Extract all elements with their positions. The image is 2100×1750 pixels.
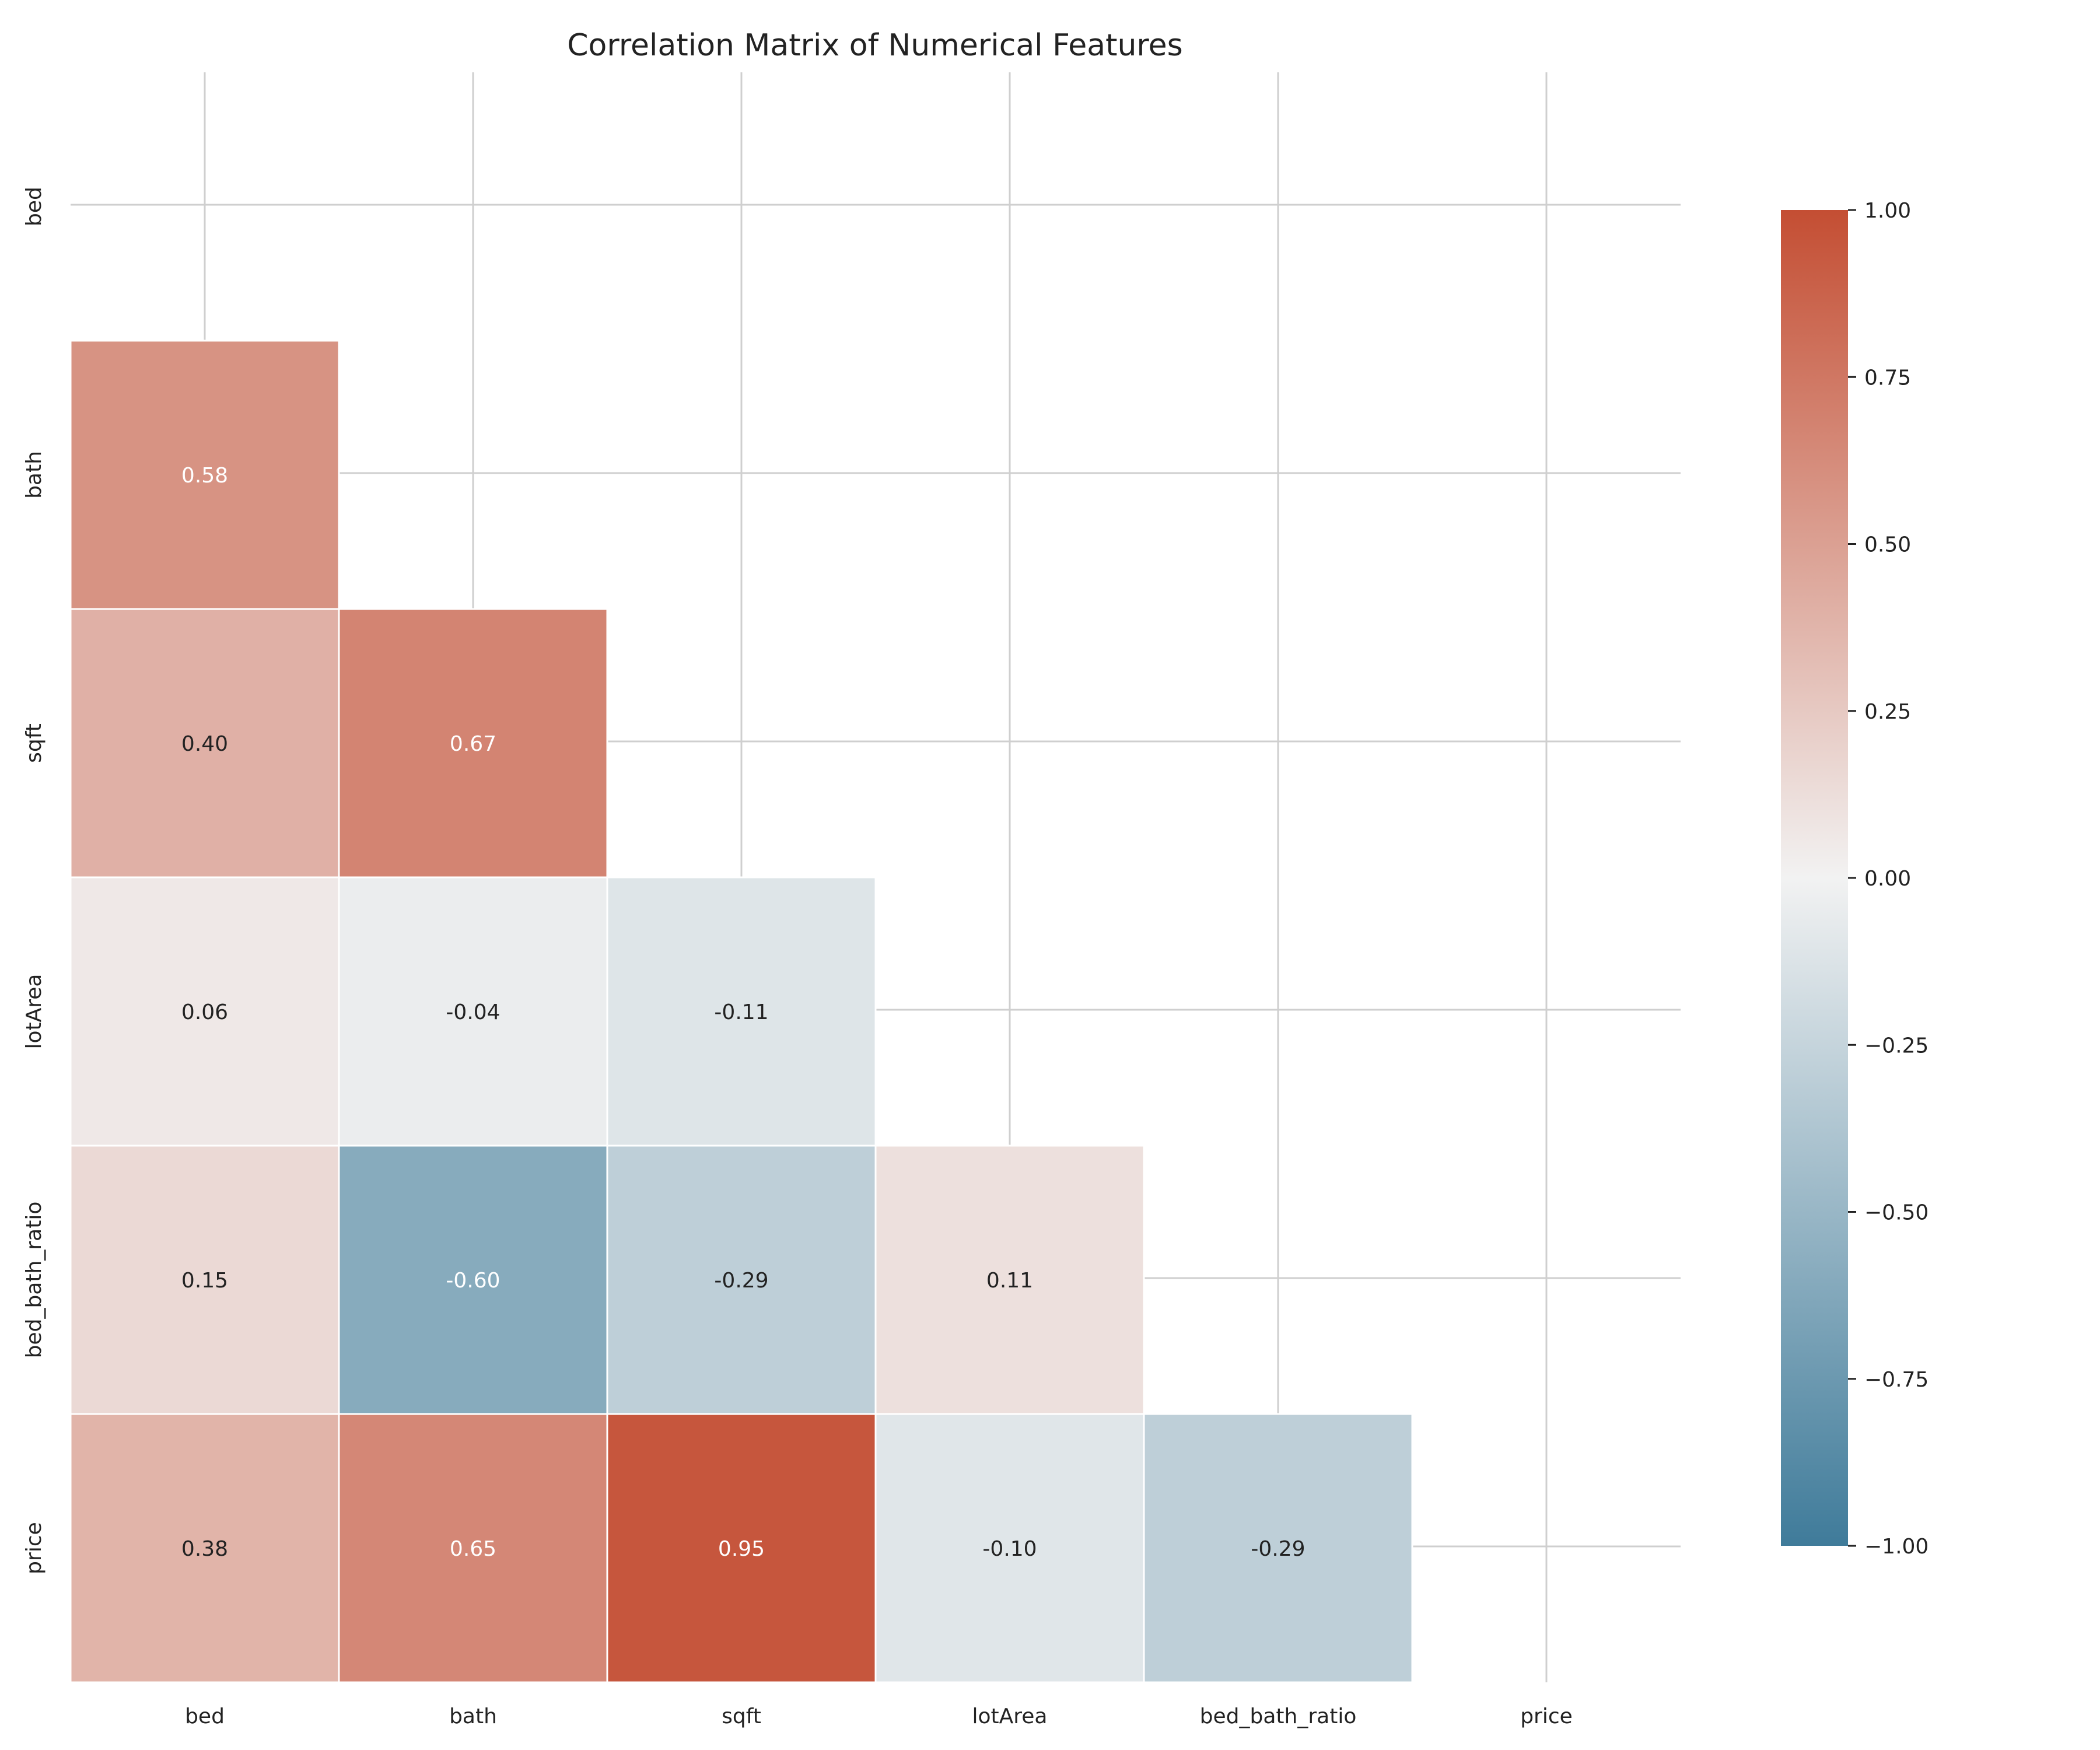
cell-value-label: -0.11 bbox=[714, 1000, 768, 1024]
x-tick-label: lotArea bbox=[972, 1704, 1048, 1728]
x-tick-labels: bed bath sqft lotArea bed_bath_ratio price bbox=[185, 1704, 1573, 1728]
heatmap-cell-price-bed bbox=[69, 1413, 340, 1684]
y-tick-label: bed bbox=[22, 187, 46, 226]
colorbar-gradient bbox=[1781, 210, 1848, 1546]
cell-value-label: -0.04 bbox=[446, 1000, 500, 1024]
cell-value-label: 0.95 bbox=[718, 1537, 765, 1561]
chart-title: Correlation Matrix of Numerical Features bbox=[567, 28, 1183, 63]
cell-value-label: -0.60 bbox=[446, 1269, 500, 1293]
y-tick-label: sqft bbox=[22, 723, 46, 763]
x-tick-label: bath bbox=[449, 1704, 497, 1728]
colorbar-tick-label: 1.00 bbox=[1864, 199, 1911, 223]
cell-value-label: -0.29 bbox=[714, 1269, 768, 1293]
y-tick-label: bath bbox=[22, 451, 46, 499]
x-tick-label: sqft bbox=[722, 1704, 761, 1728]
cell-value-label: -0.10 bbox=[982, 1537, 1037, 1561]
colorbar-tick-label: 0.00 bbox=[1864, 867, 1911, 891]
heatmap-cell-sqft-bath bbox=[338, 608, 608, 878]
x-tick-label: bed bbox=[185, 1704, 225, 1728]
heatmap-cells: 0.58 0.40 0.67 0.06 -0.04 -0.11 0.15 -0.60 -0.29… bbox=[69, 340, 1413, 1684]
colorbar-tick-label: 0.25 bbox=[1864, 700, 1911, 724]
colorbar-tick-label: −0.25 bbox=[1864, 1034, 1929, 1058]
cell-value-label: 0.15 bbox=[181, 1269, 228, 1293]
colorbar: 1.00 0.75 0.50 0.25 0.00 −0.25 −0.50 −0.75 −1.00 bbox=[1781, 199, 1929, 1559]
colorbar-tick-label: −0.75 bbox=[1864, 1368, 1929, 1392]
cell-value-label: 0.11 bbox=[986, 1269, 1033, 1293]
colorbar-tick-label: −0.50 bbox=[1864, 1201, 1929, 1225]
colorbar-tick-label: 0.50 bbox=[1864, 533, 1911, 557]
cell-value-label: -0.29 bbox=[1251, 1537, 1305, 1561]
heatmap-cell-price-lotArea bbox=[874, 1413, 1145, 1684]
y-tick-label: lotArea bbox=[22, 974, 46, 1049]
cell-value-label: 0.67 bbox=[450, 732, 496, 756]
y-tick-label: bed_bath_ratio bbox=[22, 1202, 46, 1359]
heatmap-cell-bath-bed bbox=[69, 340, 340, 610]
x-tick-label: price bbox=[1520, 1704, 1573, 1728]
cell-value-label: 0.58 bbox=[181, 464, 228, 488]
y-tick-label: price bbox=[22, 1522, 46, 1574]
heatmap-cell-bed_bath_ratio-sqft bbox=[606, 1144, 877, 1415]
heatmap-cell-price-sqft bbox=[606, 1413, 877, 1684]
cell-value-label: 0.06 bbox=[181, 1000, 228, 1024]
heatmap-cell-bed_bath_ratio-lotArea bbox=[874, 1144, 1145, 1415]
heatmap-cell-price-bed_bath_ratio bbox=[1143, 1413, 1413, 1684]
cell-value-label: 0.65 bbox=[450, 1537, 496, 1561]
cell-value-label: 0.38 bbox=[181, 1537, 228, 1561]
colorbar-tick-label: 0.75 bbox=[1864, 366, 1911, 390]
heatmap-cell-lotArea-bed bbox=[69, 876, 340, 1147]
colorbar-tick-label: −1.00 bbox=[1864, 1535, 1929, 1559]
x-tick-label: bed_bath_ratio bbox=[1200, 1704, 1357, 1728]
heatmap-cell-bed_bath_ratio-bath bbox=[338, 1144, 608, 1415]
cell-value-label: 0.40 bbox=[181, 732, 228, 756]
heatmap-cell-lotArea-sqft bbox=[606, 876, 877, 1147]
heatmap-cell-price-bath bbox=[338, 1413, 608, 1684]
